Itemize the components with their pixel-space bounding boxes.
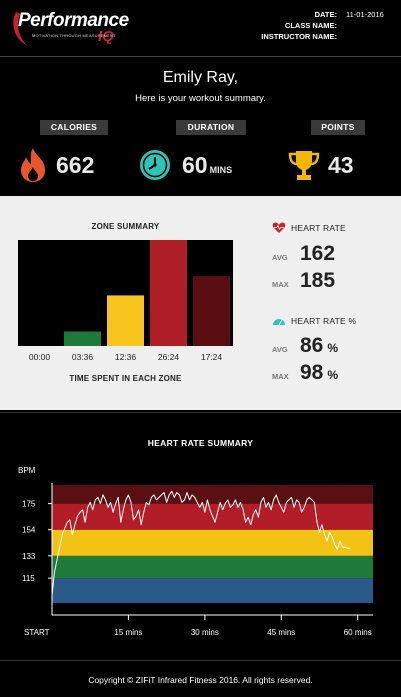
pct-max-label: MAX xyxy=(272,372,289,381)
zone-summary-title: ZONE SUMMARY xyxy=(91,222,160,231)
zone-bar xyxy=(107,295,144,346)
zone-tick-label: 26:24 xyxy=(157,352,180,362)
pct-avg-row: AVG 86 % xyxy=(272,334,338,358)
date-value: 11-01-2016 xyxy=(346,10,384,19)
heart-icon xyxy=(272,222,286,233)
heart-rate-pct-heading: HEART RATE % xyxy=(272,316,356,326)
x-tick-label: 15 mins xyxy=(114,628,142,637)
zone-tick-label: 00:00 xyxy=(28,352,51,362)
zone-bar xyxy=(64,331,101,346)
points-label: POINTS xyxy=(311,120,365,135)
header-meta-labels: DATE: CLASS NAME: INSTRUCTOR NAME: xyxy=(261,9,337,42)
zone-tick-label: 03:36 xyxy=(71,352,94,362)
y-tick-label: 133 xyxy=(22,552,36,561)
y-tick-label: 175 xyxy=(22,500,36,509)
hr-zone-band xyxy=(52,578,373,603)
pct-max-row: MAX 98 % xyxy=(272,361,338,385)
points-value: 43 xyxy=(328,152,354,178)
duration-value: 60 MINS xyxy=(182,152,232,179)
workout-summary: Emily Ray, Here is your workout summary.… xyxy=(0,56,401,196)
instructor-name-label: INSTRUCTOR NAME: xyxy=(261,32,337,41)
heart-rate-label: HEART RATE xyxy=(291,223,346,233)
pct-max-unit: % xyxy=(327,368,339,382)
zone-bar xyxy=(193,276,230,346)
clock-icon xyxy=(140,150,170,180)
zone-summary-section: ZONE SUMMARY 00:00 03:36 12:36 26:24 17:24 T… xyxy=(0,196,401,410)
pct-avg-value: 86 xyxy=(300,334,324,357)
x-tick-label: 60 mins xyxy=(344,628,372,637)
logo-tagline: MOTIVATION THROUGH MEASUREMENT xyxy=(32,33,116,38)
zone-bar xyxy=(150,240,187,346)
hr-max-row: MAX 185 xyxy=(272,269,335,293)
calories-value: 662 xyxy=(56,152,95,178)
pct-avg-unit: % xyxy=(327,341,339,355)
calories-label: CALORIES xyxy=(40,120,108,135)
x-tick-label: 45 mins xyxy=(267,628,295,637)
hr-avg-row: AVG 162 xyxy=(272,242,335,266)
zone-bar-chart xyxy=(18,240,233,346)
greeting: Emily Ray, xyxy=(162,69,239,86)
heart-rate-line-chart: BPM 115 133 154 175 START 15 mins 30 mins 45 min… xyxy=(18,466,373,637)
footer: Copyright © ZIFiT Infrared Fitness 2016.… xyxy=(0,660,401,697)
copyright-text: Copyright © ZIFiT Infrared Fitness 2016.… xyxy=(88,675,313,685)
zone-tick-label: 12:36 xyxy=(114,352,137,362)
heart-rate-pct-label: HEART RATE % xyxy=(291,316,357,326)
duration-label: DURATION xyxy=(176,120,246,135)
summary-subtitle: Here is your workout summary. xyxy=(135,93,266,104)
pct-avg-label: AVG xyxy=(272,345,288,354)
logo-text: Performance xyxy=(18,10,129,31)
date-label: DATE: xyxy=(314,10,337,19)
hr-zone-band xyxy=(52,555,373,579)
zone-tick-label: 17:24 xyxy=(200,352,223,362)
trophy-icon xyxy=(288,151,320,180)
duration-number: 60 xyxy=(182,152,208,178)
x-tick-label: 30 mins xyxy=(191,628,219,637)
class-name-label: CLASS NAME: xyxy=(284,21,337,30)
header-meta-values: 11-01-2016 xyxy=(346,9,384,20)
hr-max-value: 185 xyxy=(300,269,336,292)
header: Performance IQ MOTIVATION THROUGH MEASUR… xyxy=(0,0,401,55)
y-tick-label: 115 xyxy=(22,574,35,583)
gauge-icon xyxy=(273,319,285,326)
heart-rate-summary-section: HEART RATE SUMMARY BPM 115 133 154 175 START 1… xyxy=(0,412,401,660)
hr-zone-band xyxy=(52,485,373,504)
hr-avg-label: AVG xyxy=(272,253,288,262)
zone-tick-labels: 00:00 03:36 12:36 26:24 17:24 xyxy=(18,352,233,364)
hr-max-label: MAX xyxy=(272,280,289,289)
heart-rate-summary-title: HEART RATE SUMMARY xyxy=(147,438,254,448)
bpm-label: BPM xyxy=(18,466,36,475)
zone-chart-footer: TIME SPENT IN EACH ZONE xyxy=(69,374,182,383)
heart-rate-heading: HEART RATE xyxy=(272,222,346,234)
flame-icon xyxy=(21,148,45,182)
y-tick-label: 154 xyxy=(22,526,36,535)
logo-iq: IQ xyxy=(98,28,114,45)
duration-unit: MINS xyxy=(209,165,233,175)
hr-avg-value: 162 xyxy=(300,242,336,265)
logo: Performance IQ MOTIVATION THROUGH MEASUR… xyxy=(8,6,133,50)
heart-rate-series-line xyxy=(51,490,351,596)
logo-swoosh-icon xyxy=(13,12,28,46)
hr-zone-band xyxy=(52,529,373,556)
pct-max-value: 98 xyxy=(300,361,324,384)
x-tick-label: START xyxy=(24,628,50,637)
